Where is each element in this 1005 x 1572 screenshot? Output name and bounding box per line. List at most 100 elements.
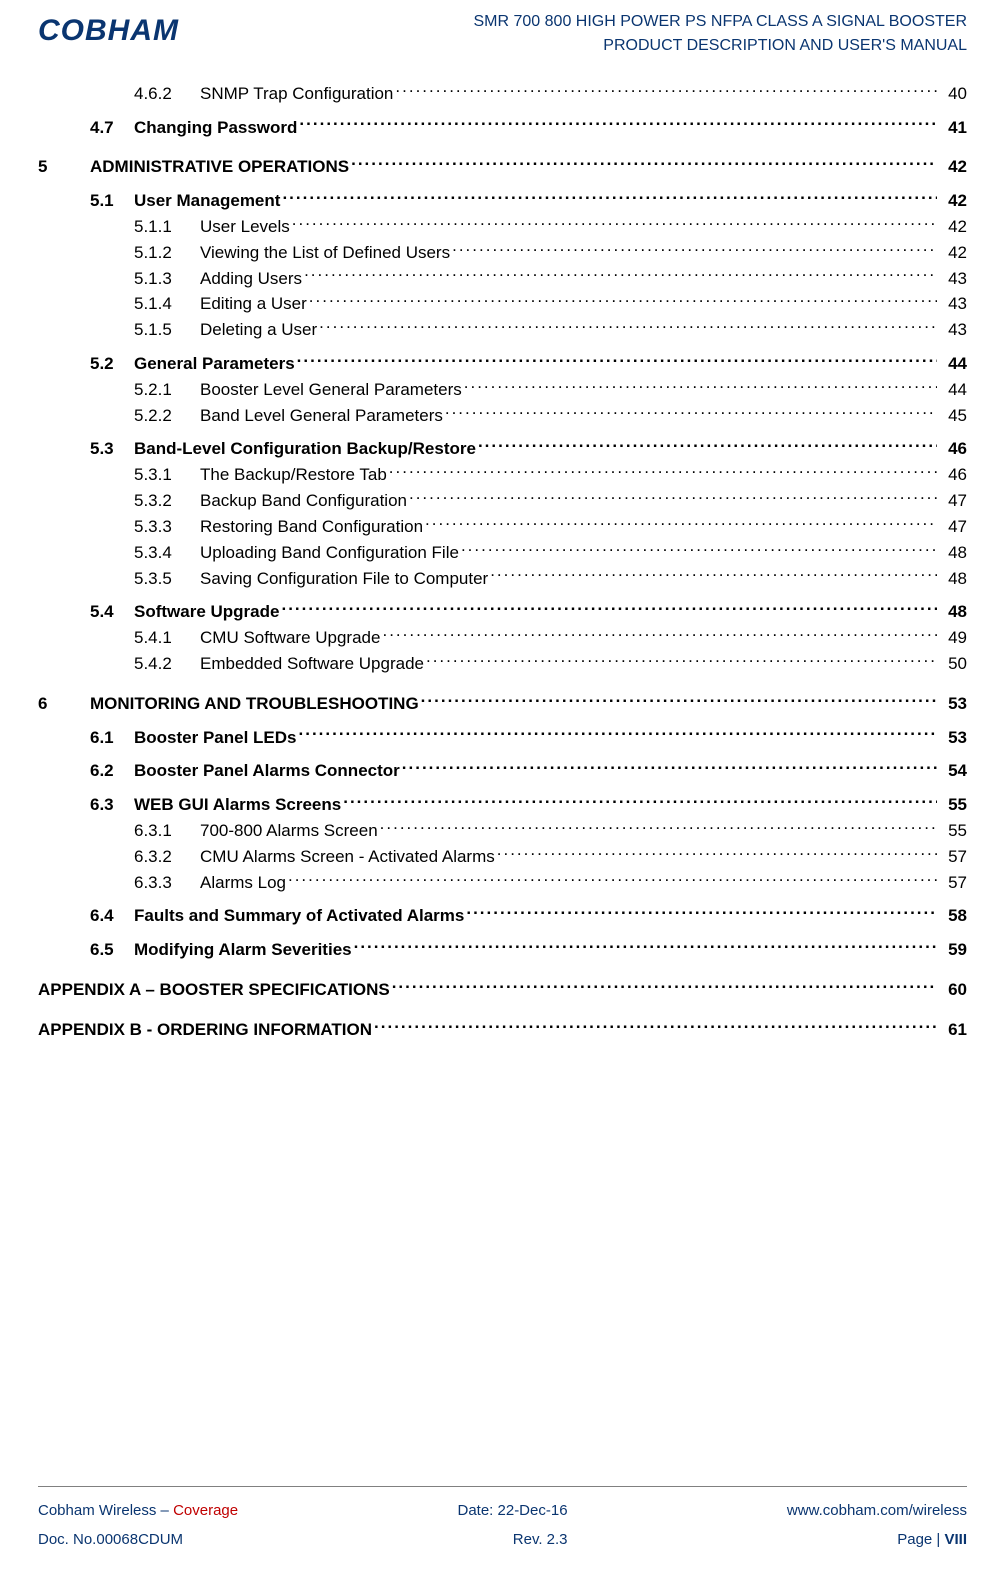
toc-entry: 6.5Modifying Alarm Severities 59 — [38, 937, 967, 963]
toc-page-number: 42 — [939, 155, 967, 179]
toc-entry: 6.3.2CMU Alarms Screen - Activated Alarm… — [38, 843, 967, 869]
toc-leader-dots — [281, 599, 937, 618]
toc-leader-dots — [395, 80, 937, 99]
footer-url: www.cobham.com/wireless — [787, 1497, 967, 1526]
cobham-logo: COBHAM — [38, 10, 179, 48]
footer-rev: Rev. 2.3 — [513, 1526, 568, 1555]
toc-number: 6 — [38, 692, 90, 716]
toc-title: Editing a User — [200, 292, 307, 316]
toc-page-number: 43 — [939, 318, 967, 342]
toc-title: CMU Alarms Screen - Activated Alarms — [200, 845, 495, 869]
title-line-2: PRODUCT DESCRIPTION AND USER'S MANUAL — [474, 34, 968, 58]
toc-entry: 5.1.1User Levels 42 — [38, 213, 967, 239]
toc-page-number: 54 — [939, 759, 967, 783]
toc-entry: 5.1.2Viewing the List of Defined Users42 — [38, 239, 967, 265]
toc-leader-dots — [299, 114, 937, 133]
toc-number: 5.2 — [90, 352, 134, 376]
toc-entry: 5.3.3Restoring Band Configuration 47 — [38, 513, 967, 539]
toc-number: 5.1 — [90, 189, 134, 213]
toc-number: 6.4 — [90, 904, 134, 928]
toc-number: 5.2.1 — [134, 378, 200, 402]
toc-title: APPENDIX B - ORDERING INFORMATION — [38, 1018, 372, 1042]
toc-entry: 5.2.1Booster Level General Parameters 44 — [38, 376, 967, 402]
toc-number: 5 — [38, 155, 90, 179]
toc-number: 5.1.4 — [134, 292, 200, 316]
toc-number: 5.4.2 — [134, 652, 200, 676]
toc-page-number: 43 — [939, 292, 967, 316]
toc-title: Booster Panel LEDs — [134, 726, 297, 750]
toc-title: Booster Level General Parameters — [200, 378, 462, 402]
footer-dash: – — [161, 1502, 174, 1519]
toc-leader-dots — [409, 487, 937, 506]
toc-number: 6.3.2 — [134, 845, 200, 869]
toc-leader-dots — [402, 758, 937, 777]
toc-entry: 6.3.3Alarms Log 57 — [38, 869, 967, 895]
toc-number: 5.3.4 — [134, 541, 200, 565]
toc-entry: 5.3.1The Backup/Restore Tab 46 — [38, 462, 967, 488]
title-line-1: SMR 700 800 HIGH POWER PS NFPA CLASS A S… — [474, 10, 968, 34]
toc-page-number: 45 — [939, 404, 967, 428]
toc-number: 4.6.2 — [134, 82, 200, 106]
toc-title: Adding Users — [200, 267, 302, 291]
toc-entry: 5.3.5Saving Configuration File to Comput… — [38, 565, 967, 591]
toc-title: Uploading Band Configuration File — [200, 541, 459, 565]
toc-entry: APPENDIX A – BOOSTER SPECIFICATIONS60 — [38, 976, 967, 1002]
toc-title: User Levels — [200, 215, 290, 239]
footer-row-2: Doc. No.00068CDUM Rev. 2.3 Page | VIII — [38, 1526, 967, 1555]
toc-title: ADMINISTRATIVE OPERATIONS — [90, 155, 349, 179]
toc-entry: 6MONITORING AND TROUBLESHOOTING 53 — [38, 690, 967, 716]
toc-entry: 6.3WEB GUI Alarms Screens 55 — [38, 792, 967, 818]
toc-number: 6.3.1 — [134, 819, 200, 843]
toc-leader-dots — [497, 843, 937, 862]
toc-page-number: 46 — [939, 463, 967, 487]
footer-page-number: VIII — [944, 1531, 967, 1548]
toc-title: Deleting a User — [200, 318, 317, 342]
footer-company: Cobham Wireless – Coverage — [38, 1497, 238, 1526]
toc-leader-dots — [389, 462, 937, 481]
toc-number: 5.3 — [90, 437, 134, 461]
toc-title: Saving Configuration File to Computer — [200, 567, 488, 591]
toc-leader-dots — [304, 265, 937, 284]
toc-leader-dots — [299, 724, 938, 743]
toc-entry: 4.6.2SNMP Trap Configuration 40 — [38, 80, 967, 106]
toc-page-number: 44 — [939, 352, 967, 376]
toc-leader-dots — [490, 565, 937, 584]
toc-page-number: 42 — [939, 215, 967, 239]
toc-leader-dots — [464, 376, 937, 395]
toc-entry: 5.1.5Deleting a User 43 — [38, 317, 967, 343]
toc-leader-dots — [309, 291, 937, 310]
toc-entry: 6.4Faults and Summary of Activated Alarm… — [38, 903, 967, 929]
toc-leader-dots — [392, 976, 937, 995]
toc-entry: 5.3.2Backup Band Configuration 47 — [38, 487, 967, 513]
toc-number: 5.1.3 — [134, 267, 200, 291]
toc-title: Embedded Software Upgrade — [200, 652, 424, 676]
toc-title: SNMP Trap Configuration — [200, 82, 393, 106]
toc-page-number: 53 — [939, 726, 967, 750]
toc-entry: 5.4.2Embedded Software Upgrade50 — [38, 650, 967, 676]
toc-page-number: 59 — [939, 938, 967, 962]
toc-title: 700-800 Alarms Screen — [200, 819, 378, 843]
toc-page-number: 58 — [939, 904, 967, 928]
toc-number: 5.3.2 — [134, 489, 200, 513]
toc-entry: 5.2General Parameters 44 — [38, 350, 967, 376]
toc-entry: 5.1User Management 42 — [38, 187, 967, 213]
toc-leader-dots — [478, 436, 937, 455]
toc-title: Band-Level Configuration Backup/Restore — [134, 437, 476, 461]
toc-page-number: 40 — [939, 82, 967, 106]
toc-leader-dots — [319, 317, 937, 336]
toc-number: 5.1.5 — [134, 318, 200, 342]
document-page: COBHAM SMR 700 800 HIGH POWER PS NFPA CL… — [0, 0, 1005, 1572]
toc-leader-dots — [425, 513, 937, 532]
toc-leader-dots — [382, 624, 937, 643]
page-footer: Cobham Wireless – Coverage Date: 22-Dec-… — [38, 1486, 967, 1554]
toc-title: Changing Password — [134, 116, 297, 140]
toc-number: 6.3.3 — [134, 871, 200, 895]
toc-number: 6.2 — [90, 759, 134, 783]
toc-title: Restoring Band Configuration — [200, 515, 423, 539]
toc-page-number: 43 — [939, 267, 967, 291]
toc-title: Alarms Log — [200, 871, 286, 895]
toc-leader-dots — [445, 402, 937, 421]
toc-title: Booster Panel Alarms Connector — [134, 759, 400, 783]
toc-number: 5.1.1 — [134, 215, 200, 239]
toc-page-number: 60 — [939, 978, 967, 1002]
